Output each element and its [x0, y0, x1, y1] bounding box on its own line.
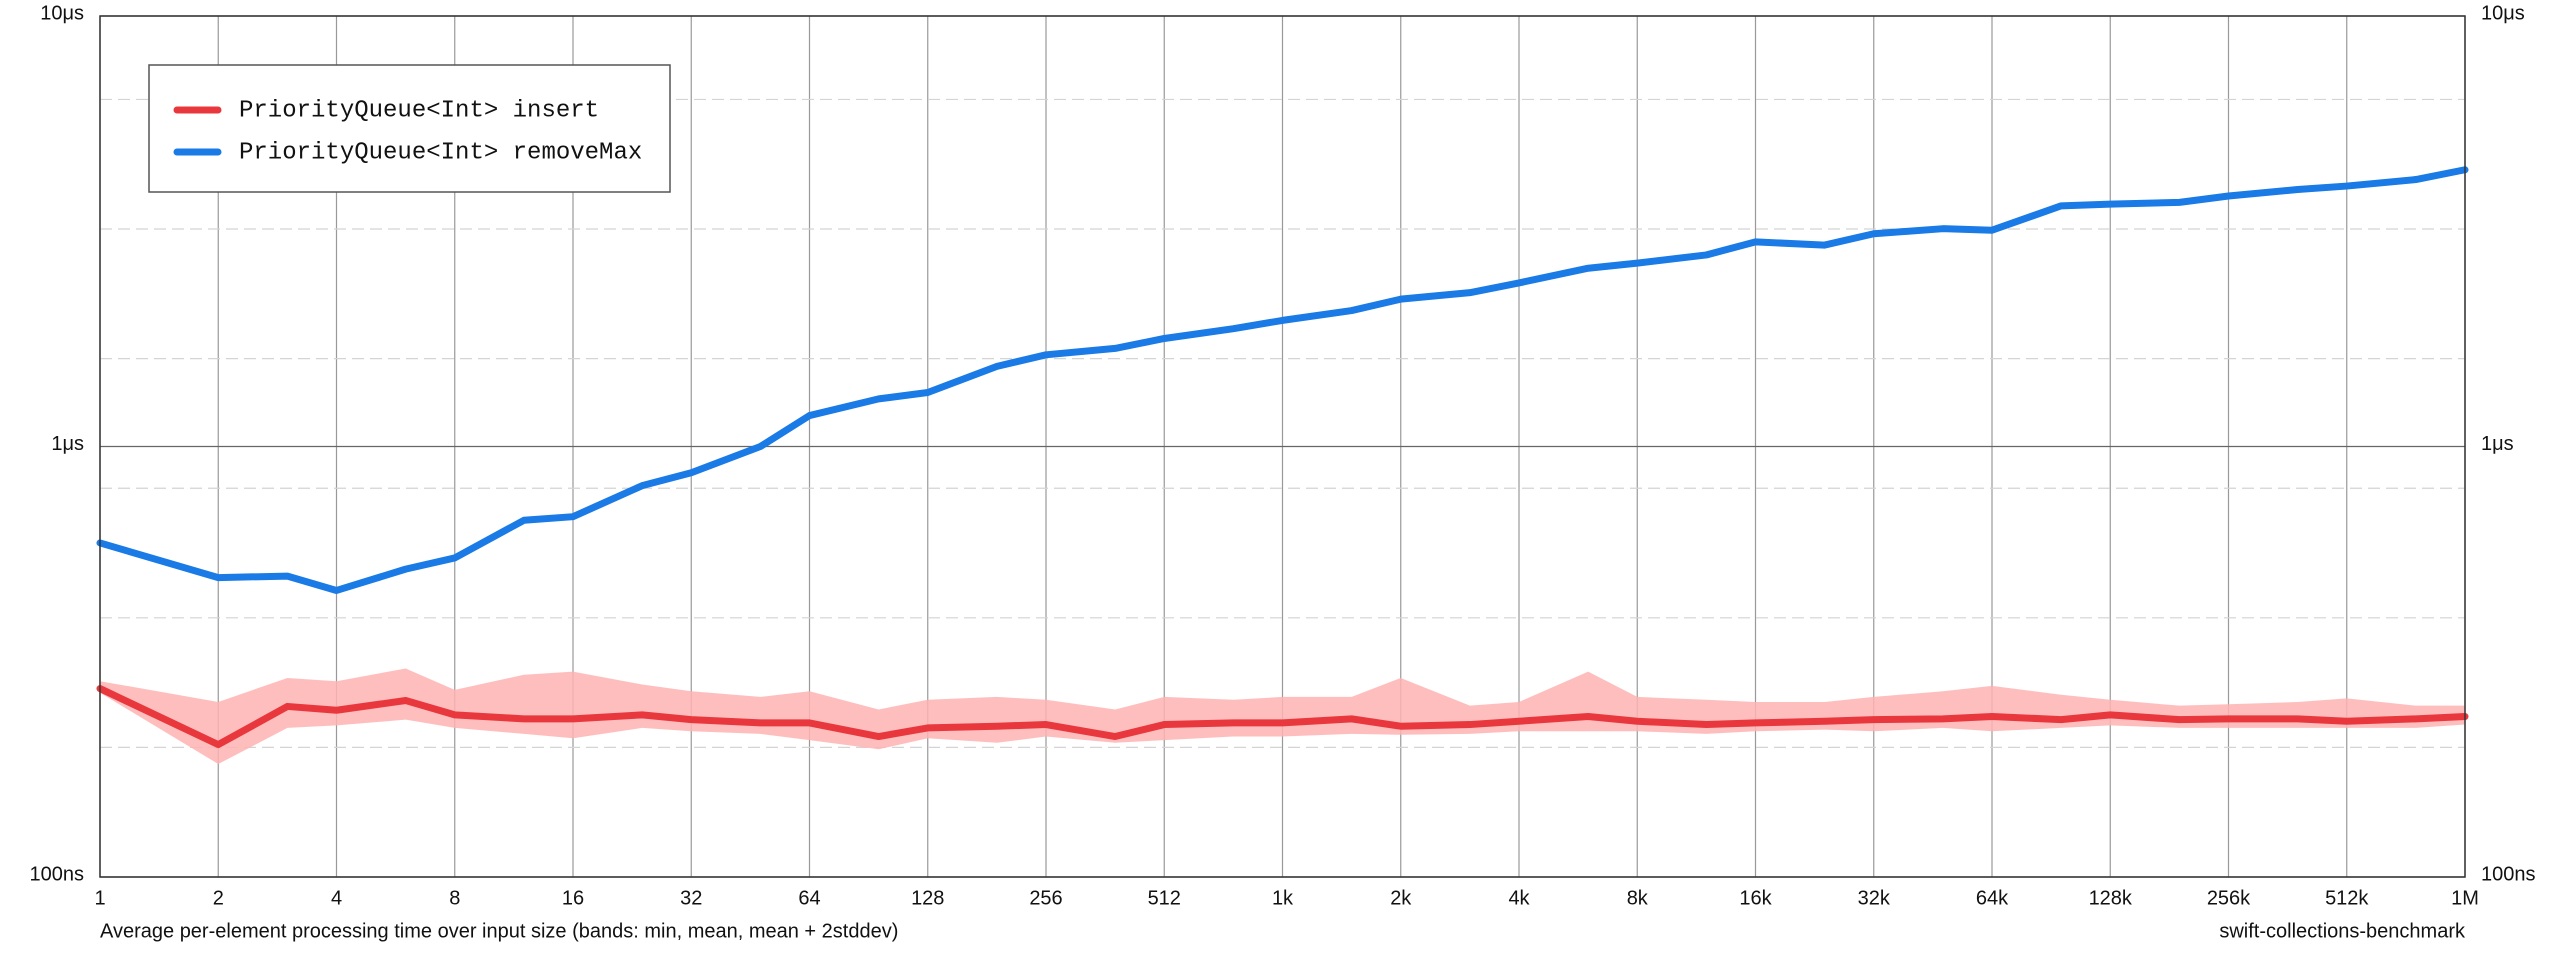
plot-frame	[99, 15, 2466, 878]
x-tick-label: 4k	[1508, 887, 1530, 909]
y2-tick-label: 10μs	[2481, 2, 2525, 24]
legend-box	[148, 64, 671, 193]
x-tick-label: 256k	[2207, 887, 2251, 909]
x-tick-label: 4	[331, 887, 342, 909]
x-tick-label: 64	[798, 887, 820, 909]
y-tick-label: 10μs	[40, 2, 84, 24]
y2-tick-label: 1μs	[2481, 433, 2514, 455]
x-tick-label: 32	[680, 887, 702, 909]
x-tick-label: 256	[1029, 887, 1062, 909]
x-tick-label: 1M	[2451, 887, 2479, 909]
band	[100, 668, 2465, 765]
legend-label: PriorityQueue<Int> removeMax	[239, 139, 642, 166]
y-tick-label: 100ns	[30, 863, 85, 885]
labels: 1 2 4 8 16 32 64 128 256 512 1k 2k 4k 8k 16k 32k 64k 128k…	[30, 2, 2536, 909]
x-tick-label: 128k	[2089, 887, 2133, 909]
x-tick-label: 16k	[1739, 887, 1772, 909]
legend: PriorityQueue<Int> insert PriorityQueue<I…	[148, 64, 671, 193]
x-tick-label: 32k	[1858, 887, 1891, 909]
y2-tick-label: 100ns	[2481, 863, 2536, 885]
x-tick-label: 2	[213, 887, 224, 909]
series-line	[96, 166, 2469, 594]
lines	[96, 166, 2469, 749]
x-tick-label: 64k	[1976, 887, 2009, 909]
x-tick-label: 1	[94, 887, 105, 909]
y-tick-label: 1μs	[51, 433, 84, 455]
chart-source: swift-collections-benchmark	[2219, 920, 2466, 942]
series-line	[96, 685, 2469, 749]
x-tick-label: 1k	[1272, 887, 1294, 909]
legend-label: PriorityQueue<Int> insert	[239, 97, 599, 124]
x-tick-label: 2k	[1390, 887, 1412, 909]
x-tick-label: 8k	[1627, 887, 1649, 909]
x-tick-label: 128	[911, 887, 944, 909]
chart-subtitle: Average per-element processing time over…	[100, 920, 898, 942]
x-tick-label: 512k	[2325, 887, 2369, 909]
x-tick-label: 8	[449, 887, 460, 909]
x-tick-label: 16	[562, 887, 584, 909]
bands	[100, 668, 2465, 765]
x-tick-label: 512	[1148, 887, 1181, 909]
